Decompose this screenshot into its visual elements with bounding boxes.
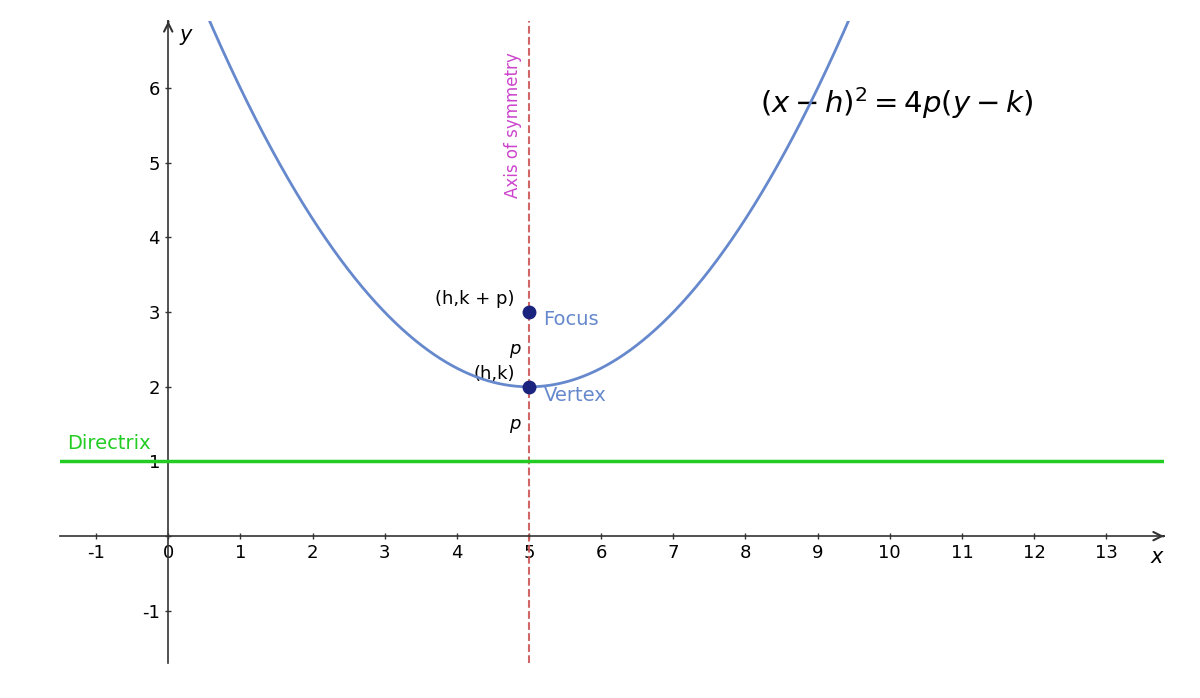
Text: Vertex: Vertex xyxy=(544,386,606,406)
Text: x: x xyxy=(1151,547,1163,567)
Text: (h,k): (h,k) xyxy=(473,365,515,383)
Text: Axis of symmetry: Axis of symmetry xyxy=(504,52,522,198)
Text: p: p xyxy=(509,341,521,359)
Text: (h,k + p): (h,k + p) xyxy=(436,290,515,309)
Text: p: p xyxy=(509,415,521,433)
Text: y: y xyxy=(179,24,192,45)
Text: Directrix: Directrix xyxy=(67,433,151,452)
Text: $(x - h)^2 = 4p(y - k)$: $(x - h)^2 = 4p(y - k)$ xyxy=(760,85,1033,121)
Text: Focus: Focus xyxy=(544,310,599,329)
